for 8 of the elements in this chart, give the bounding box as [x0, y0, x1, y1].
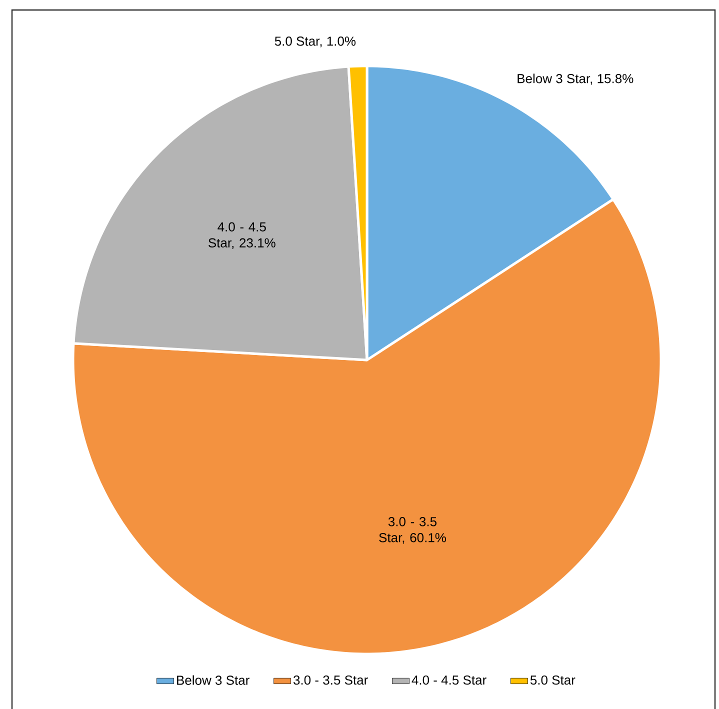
data-label: Below 3 Star, 15.8% — [518, 74, 634, 85]
data-label: 4.0 - 4.5 Star, 23.1% — [208, 222, 276, 250]
legend-label: 4.0 - 4.5 Star — [412, 675, 486, 685]
data-label: 5.0 Star, 1.0% — [274, 36, 356, 48]
legend-label: 3.0 - 3.5 Star — [294, 675, 368, 685]
legend-label: 5.0 Star — [530, 675, 576, 685]
legend-label: Below 3 Star — [177, 675, 250, 685]
data-label: 3.0 - 3.5 Star, 60.1% — [379, 517, 446, 544]
